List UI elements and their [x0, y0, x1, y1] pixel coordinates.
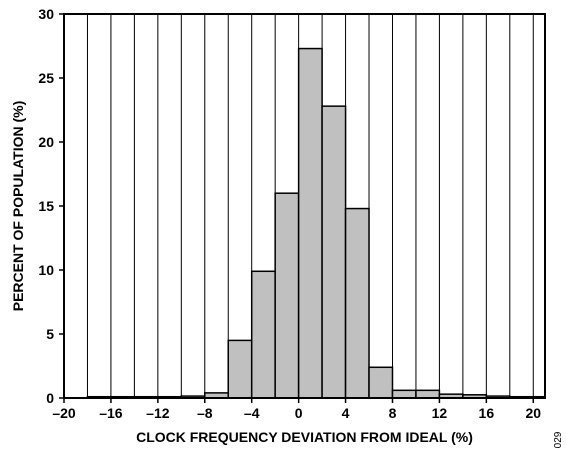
y-tick-label: 30: [38, 6, 54, 22]
tick-marks: [59, 13, 535, 403]
y-axis-label: PERCENT OF POPULATION (%): [10, 101, 26, 312]
x-tick-labels: –20 –16 –12 –8 –4 0 4 8 12 16 20: [52, 405, 541, 421]
x-tick-label: –8: [197, 405, 213, 421]
x-tick-label: 20: [525, 405, 541, 421]
x-tick-label: –12: [146, 405, 170, 421]
histogram-bar: [321, 105, 347, 399]
x-axis-label: CLOCK FREQUENCY DEVIATION FROM IDEAL (%): [136, 429, 473, 445]
histogram-bar: [297, 47, 323, 399]
x-tick-label: –20: [52, 405, 76, 421]
histogram-bar: [391, 389, 417, 399]
x-tick-label: 8: [389, 405, 397, 421]
x-tick-label: 4: [342, 405, 350, 421]
y-tick-label: 0: [46, 390, 54, 406]
figure-number: 029: [553, 431, 564, 448]
histogram-bar: [227, 339, 253, 399]
y-tick-label: 20: [38, 134, 54, 150]
x-tick-label: –16: [99, 405, 123, 421]
histogram-bars: [86, 47, 546, 399]
x-tick-label: –4: [244, 405, 260, 421]
x-tick-label: 16: [479, 405, 495, 421]
y-tick-label: 10: [38, 262, 54, 278]
histogram-bar: [250, 270, 276, 399]
y-tick-label: 25: [38, 70, 54, 86]
histogram-bar: [344, 207, 370, 399]
y-tick-label: 5: [46, 326, 54, 342]
y-tick-labels: 0 5 10 15 20 25 30: [38, 6, 54, 406]
histogram-bar: [274, 192, 300, 399]
histogram-bar: [415, 389, 441, 399]
histogram-bar: [368, 366, 394, 399]
x-tick-label: 0: [295, 405, 303, 421]
x-tick-label: 12: [432, 405, 448, 421]
y-tick-label: 15: [38, 198, 54, 214]
